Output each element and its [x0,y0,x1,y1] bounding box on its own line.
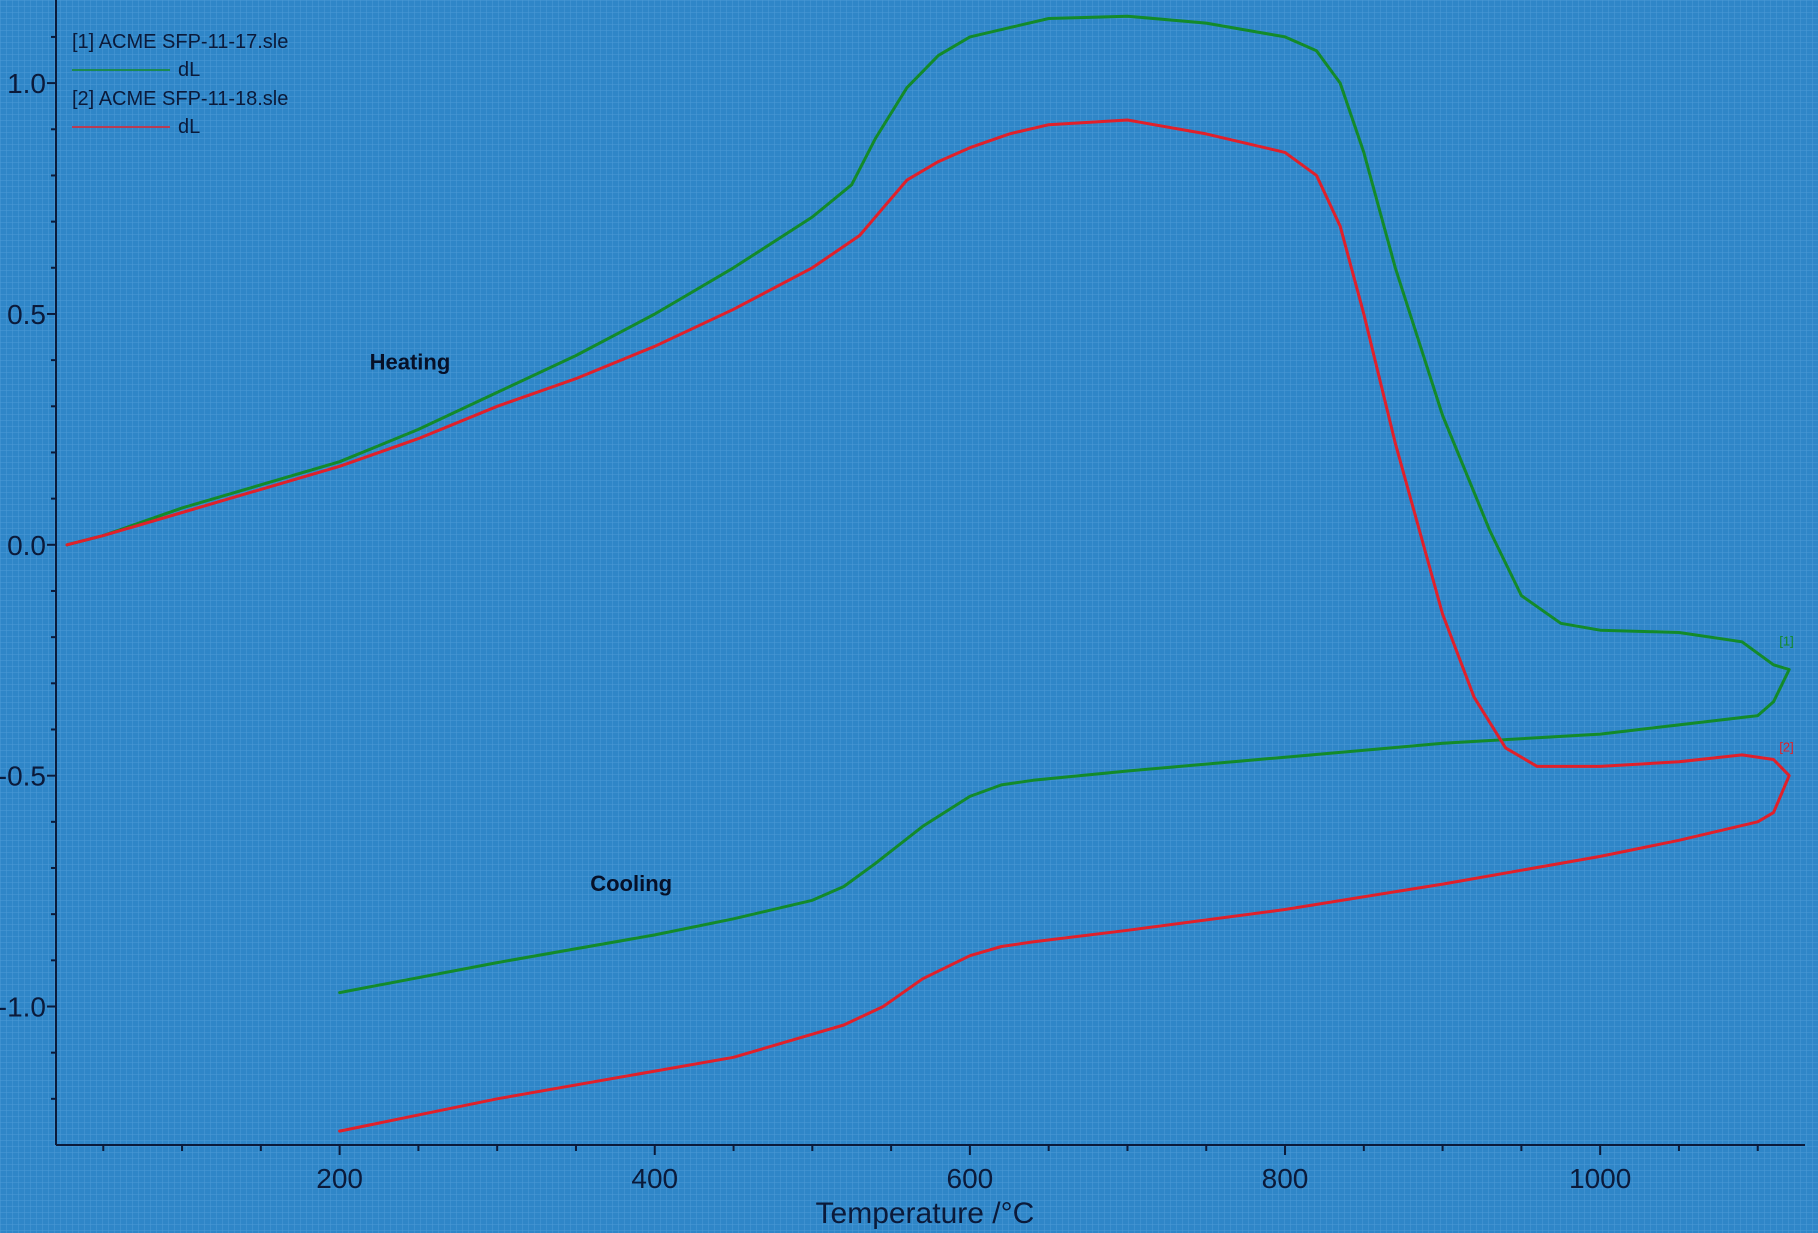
x-tick-label: 400 [631,1163,678,1194]
x-tick-label: 600 [947,1163,994,1194]
legend: [1] ACME SFP-11-17.sle dL [2] ACME SFP-11-… [72,31,288,138]
series-end-tag-1: [1] [1779,633,1793,648]
plot-area: Heating Cooling [1] [2] [65,14,1794,1133]
legend-entry-name: [1] ACME SFP-11-17.sle [72,31,288,53]
x-tick-label: 1000 [1569,1163,1631,1194]
legend-entry-name: [2] ACME SFP-11-18.sle [72,88,288,110]
legend-entry-sub: dL [178,59,200,81]
annotation-label: Cooling [590,871,672,896]
y-tick-label: 0.0 [7,530,46,561]
annotation-label: Heating [370,349,451,374]
y-tick-label: 1.0 [7,68,46,99]
x-axis-title: Temperature /°C [816,1197,1035,1230]
series-line-1 [65,14,1791,995]
y-tick-label: 0.5 [7,299,46,330]
x-tick-label: 800 [1262,1163,1309,1194]
legend-entry-sub: dL [178,116,200,138]
y-tick-label: -0.5 [0,761,46,792]
x-tick-label: 200 [316,1163,363,1194]
y-tick-label: -1.0 [0,991,46,1022]
series-end-tag-2: [2] [1779,740,1793,755]
series-line-2 [65,118,1791,1133]
